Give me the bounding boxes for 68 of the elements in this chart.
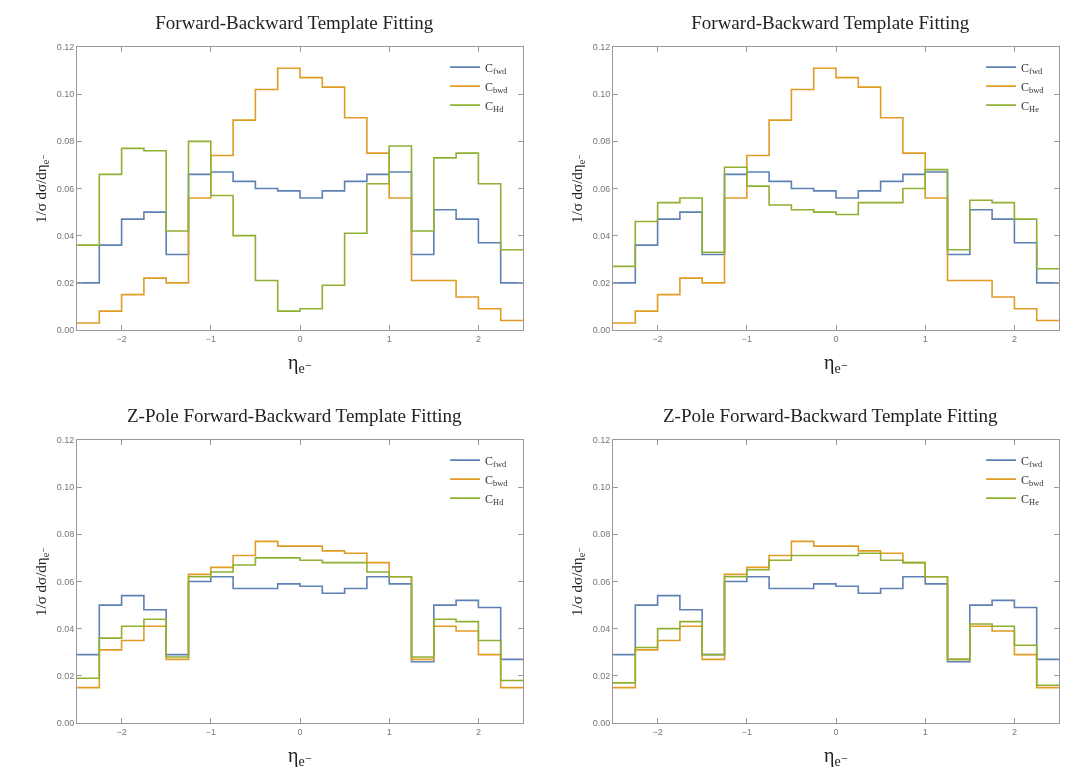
x-axis-title: η$_{e⁻}$ [823,744,849,770]
y-tick-label: 0.08 [592,136,611,147]
y-tick-label: 0.08 [592,529,611,540]
x-tick-label: 0 [833,726,839,737]
y-tick-label: 0.06 [592,576,611,587]
y-tick-label: 0.04 [56,623,75,634]
y-tick-label: 0.06 [56,183,75,194]
x-tick-label: 2 [1011,726,1017,737]
y-tick-label: 0.10 [592,482,611,493]
x-tick-label: 0 [297,726,303,737]
y-tick-label: 0.12 [592,435,611,446]
legend-label: C$_{bwd}$ [485,472,509,489]
x-tick-label: −1 [205,726,216,737]
x-tick-label: 0 [833,333,839,344]
x-tick-label: 0 [297,333,303,344]
y-tick-label: 0.02 [592,277,611,288]
legend-label: C$_{fwd}$ [1021,453,1043,470]
y-tick-label: 0.10 [56,89,75,100]
y-tick-label: 0.10 [592,89,611,100]
x-tick-label: 1 [922,726,928,737]
x-axis-title: η$_{e⁻}$ [287,351,313,377]
y-tick-label: 0.00 [592,325,611,336]
x-tick-label: −1 [741,726,752,737]
y-tick-label: 0.04 [592,230,611,241]
y-tick-label: 0.06 [592,183,611,194]
y-tick-label: 0.06 [56,576,75,587]
y-tick-label: 0.00 [56,325,75,336]
chart-title: Forward-Backward Template Fitting [691,11,970,33]
legend-label: C$_{bwd}$ [1021,79,1045,96]
y-tick-label: 0.08 [56,529,75,540]
y-tick-label: 0.04 [56,230,75,241]
legend-label: C$_{fwd}$ [485,453,507,470]
y-tick-label: 0.12 [56,42,75,53]
legend-label: C$_{bwd}$ [1021,472,1045,489]
x-tick-label: 1 [386,333,392,344]
y-tick-label: 0.02 [56,670,75,681]
x-tick-label: 2 [1011,333,1017,344]
x-tick-label: 2 [475,333,481,344]
y-tick-label: 0.04 [592,623,611,634]
x-tick-label: 2 [475,726,481,737]
chart-title: Z-Pole Forward-Backward Template Fitting [127,404,462,426]
x-tick-label: 1 [386,726,392,737]
y-tick-label: 0.10 [56,482,75,493]
y-tick-label: 0.00 [592,718,611,729]
y-tick-label: 0.12 [56,435,75,446]
x-axis-title: η$_{e⁻}$ [823,351,849,377]
y-tick-label: 0.02 [56,277,75,288]
legend-label: C$_{bwd}$ [485,79,509,96]
legend-label: C$_{He}$ [1021,98,1040,115]
y-tick-label: 0.12 [592,42,611,53]
x-tick-label: 1 [922,333,928,344]
chart-title: Forward-Backward Template Fitting [155,11,434,33]
legend-label: C$_{He}$ [1021,491,1040,508]
legend-label: C$_{fwd}$ [1021,60,1043,77]
x-tick-label: −1 [205,333,216,344]
legend-label: C$_{Hd}$ [485,491,505,508]
legend-label: C$_{Hd}$ [485,98,505,115]
x-tick-label: −2 [116,726,127,737]
x-axis-title: η$_{e⁻}$ [287,744,313,770]
chart-title: Z-Pole Forward-Backward Template Fitting [663,404,998,426]
y-tick-label: 0.00 [56,718,75,729]
x-tick-label: −2 [652,333,663,344]
x-tick-label: −1 [741,333,752,344]
x-tick-label: −2 [116,333,127,344]
legend-label: C$_{fwd}$ [485,60,507,77]
x-tick-label: −2 [652,726,663,737]
y-tick-label: 0.02 [592,670,611,681]
y-tick-label: 0.08 [56,136,75,147]
